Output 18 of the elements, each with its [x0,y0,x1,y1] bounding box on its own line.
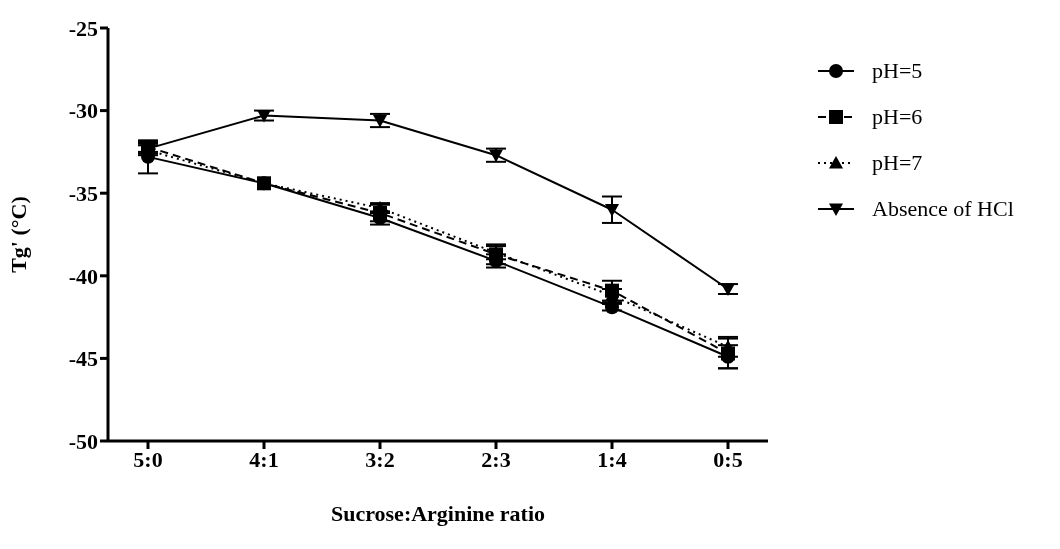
x-tick-label: 1:4 [597,446,627,472]
y-tick-label: -50 [68,428,98,454]
x-tick-label: 2:3 [481,446,511,472]
x-tick-label: 4:1 [249,446,279,472]
y-axis-title: Tg' (°C) [5,196,31,273]
x-tick-label: 3:2 [365,446,395,472]
x-tick-label: 5:0 [133,446,163,472]
y-tick-label: -35 [68,181,98,207]
x-axis-title: Sucrose:Arginine ratio [330,501,546,526]
legend-label: pH=7 [872,150,923,176]
y-tick-label: -25 [68,15,98,41]
y-tick-label: -30 [68,98,98,124]
x-tick-label: 0:5 [713,446,743,472]
y-tick-label: -40 [68,263,98,289]
y-tick-label: -45 [68,346,98,372]
legend-label: pH=6 [872,104,923,130]
legend-label: pH=5 [872,58,923,84]
legend-label: Absence of HCl [872,196,1014,222]
